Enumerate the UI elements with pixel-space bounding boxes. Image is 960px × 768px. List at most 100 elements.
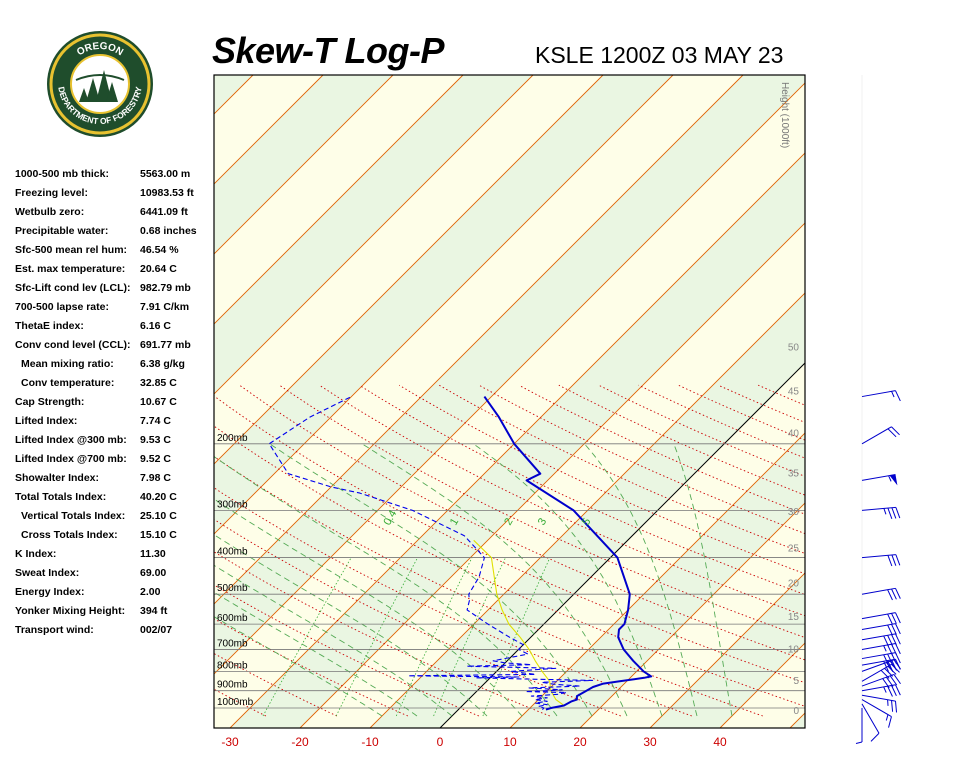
wind-barb — [861, 554, 901, 567]
index-label: Yonker Mixing Height: — [15, 605, 126, 617]
index-label: Precipitable water: — [15, 225, 109, 237]
index-label: Conv temperature: — [21, 377, 115, 389]
dewpoint-trace — [268, 396, 594, 710]
barb-flag — [895, 684, 901, 696]
station-time: KSLE 1200Z 03 MAY 23 — [535, 42, 784, 68]
index-label: Freezing level: — [15, 187, 88, 199]
wind-barb — [861, 426, 900, 445]
index-value: 32.85 C — [140, 377, 177, 389]
index-value: 9.53 C — [140, 434, 171, 446]
index-value: 20.64 C — [140, 263, 177, 275]
index-value: 0.68 inches — [140, 225, 197, 237]
height-tick-label: 10 — [788, 645, 800, 656]
wind-barb — [861, 673, 901, 689]
index-value: 7.98 C — [140, 472, 171, 484]
barb-half-flag — [883, 686, 887, 693]
x-tick-label: -10 — [361, 735, 379, 749]
barb-flag — [895, 623, 901, 635]
isotherm — [214, 75, 744, 605]
wind-barb — [861, 587, 901, 601]
isotherm — [214, 82, 805, 675]
barb-flag — [891, 644, 897, 655]
barb-half-flag — [888, 475, 892, 482]
barb-flag — [891, 426, 900, 436]
height-tick-label: 25 — [788, 543, 800, 554]
barb-half-flag — [885, 714, 889, 721]
barb-staff — [861, 612, 896, 620]
barb-staff — [861, 633, 896, 641]
wind-barb — [861, 390, 901, 402]
height-axis-label: Height (1000ft) — [779, 82, 790, 148]
barb-flag — [883, 661, 889, 672]
index-value: 40.20 C — [140, 491, 177, 503]
index-label: Lifted Index: — [15, 415, 78, 427]
barb-half-flag — [855, 741, 863, 744]
logo-top-text: OREGON — [75, 41, 125, 58]
index-value: 6.16 C — [140, 320, 171, 332]
index-value: 394 ft — [140, 605, 168, 617]
temperature-bands — [214, 75, 805, 728]
isotherm — [214, 75, 534, 395]
mixing-ratio-label: 3 — [536, 516, 549, 527]
dry-adiabat — [518, 384, 805, 515]
barb-flag — [893, 674, 901, 685]
mixing-ratio-label: 5 — [580, 516, 593, 527]
height-tick-label: 50 — [788, 343, 800, 354]
plot-frame — [213, 74, 806, 729]
index-label: Energy Index: — [15, 586, 85, 598]
barb-half-flag — [891, 391, 895, 398]
index-value: 6.38 g/kg — [140, 358, 185, 370]
dry-adiabat — [0, 385, 195, 716]
barb-flag — [895, 643, 901, 655]
barb-half-flag — [883, 508, 887, 515]
index-label: Showalter Index: — [15, 472, 100, 484]
isotherm — [214, 75, 674, 535]
index-label: Mean mixing ratio: — [21, 358, 114, 370]
barb-staff — [861, 703, 880, 734]
wind-barb — [861, 652, 901, 666]
wind-barb — [861, 658, 901, 672]
height-tick-label: 0 — [793, 706, 799, 717]
barb-flag — [882, 678, 890, 689]
barb-flag — [883, 635, 889, 647]
barb-flag — [887, 653, 893, 665]
moist-adiabat — [673, 443, 733, 717]
wind-barb — [861, 643, 901, 656]
pressure-label: 800mb — [217, 660, 248, 671]
wind-barb — [861, 612, 901, 625]
pressure-label: 1000mb — [217, 697, 254, 708]
barb-flag — [887, 660, 893, 672]
barb-flag — [887, 613, 893, 625]
dry-adiabat — [478, 384, 805, 535]
wind-barb — [861, 699, 892, 728]
moist-adiabat — [472, 443, 663, 717]
height-tick-label: 45 — [788, 387, 800, 398]
barb-staff — [861, 623, 896, 631]
height-tick-label: 20 — [788, 579, 800, 590]
pressure-label: 200mb — [217, 433, 248, 444]
index-label: Wetbulb zero: — [15, 206, 85, 218]
isotherm — [789, 712, 805, 728]
barb-staff — [861, 684, 896, 692]
barb-staff — [861, 643, 896, 650]
dry-adiabat — [214, 456, 763, 717]
temperature-trace — [483, 396, 653, 711]
barb-flag — [891, 613, 897, 624]
barb-flag — [887, 635, 893, 646]
dry-adiabat — [214, 425, 805, 707]
index-value: 7.74 C — [140, 415, 171, 427]
isotherm — [0, 75, 113, 728]
wind-barb — [861, 633, 901, 647]
index-label: Conv cond level (CCL): — [15, 339, 131, 351]
barb-flag — [891, 685, 897, 697]
barb-staff — [861, 474, 896, 481]
index-value: 69.00 — [140, 567, 167, 579]
barb-flag — [887, 555, 893, 567]
index-value: 25.10 C — [140, 510, 177, 522]
barb-flag — [891, 507, 897, 519]
index-label: Vertical Totals Index: — [21, 510, 126, 522]
isotherm — [860, 75, 960, 728]
x-tick-label: 10 — [503, 735, 517, 749]
index-value: 982.79 mb — [140, 282, 191, 294]
index-value: 7.91 C/km — [140, 301, 190, 313]
